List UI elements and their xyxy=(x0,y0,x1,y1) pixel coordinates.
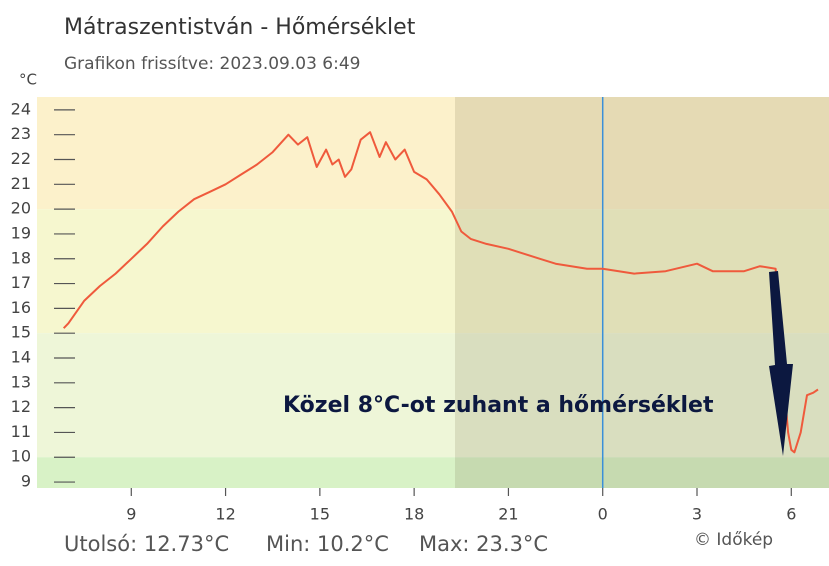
y-tick-label: 14 xyxy=(11,347,31,366)
y-tick-label: 22 xyxy=(11,149,31,168)
credit: © Időkép xyxy=(694,530,773,550)
y-tick-label: 15 xyxy=(11,323,31,342)
y-tick-label: 19 xyxy=(11,223,31,242)
y-tick-label: 9 xyxy=(21,472,31,491)
x-tick-label: 3 xyxy=(692,505,702,524)
chart-title: Mátraszentistván - Hőmérséklet xyxy=(64,15,416,40)
footer-max: Max: 23.3°C xyxy=(419,532,548,556)
background xyxy=(37,97,829,488)
x-tick-label: 21 xyxy=(498,505,518,524)
footer-min: Min: 10.2°C xyxy=(266,532,389,556)
y-tick-label: 20 xyxy=(11,199,31,218)
y-tick-label: 16 xyxy=(11,298,31,317)
annotation-arrow xyxy=(769,271,793,456)
temp-band xyxy=(37,457,829,488)
temperature-line xyxy=(62,131,819,454)
temp-band xyxy=(37,209,829,334)
chart-subtitle: Grafikon frissítve: 2023.09.03 6:49 xyxy=(64,54,360,74)
y-tick-label: 21 xyxy=(11,174,31,193)
y-tick-label: 24 xyxy=(11,99,31,118)
y-tick-label: 10 xyxy=(11,447,31,466)
y-tick-label: 12 xyxy=(11,397,31,416)
x-tick-label: 12 xyxy=(215,505,235,524)
y-tick-label: 23 xyxy=(11,124,31,143)
temp-band xyxy=(37,333,829,458)
y-tick-label: 18 xyxy=(11,248,31,267)
y-unit: °C xyxy=(19,71,37,89)
x-tick-label: 0 xyxy=(598,505,608,524)
x-tick-label: 15 xyxy=(310,505,330,524)
y-tick-label: 11 xyxy=(11,422,31,441)
x-tick-label: 9 xyxy=(126,505,136,524)
annotation: Közel 8°C-ot zuhant a hőmérséklet xyxy=(283,393,714,418)
y-tick-label: 17 xyxy=(11,273,31,292)
footer-last: Utolsó: 12.73°C xyxy=(64,532,229,556)
x-tick-label: 18 xyxy=(404,505,424,524)
y-tick-label: 13 xyxy=(11,372,31,391)
night-shade xyxy=(455,97,829,488)
temp-band xyxy=(37,97,829,210)
x-tick-label: 6 xyxy=(786,505,796,524)
